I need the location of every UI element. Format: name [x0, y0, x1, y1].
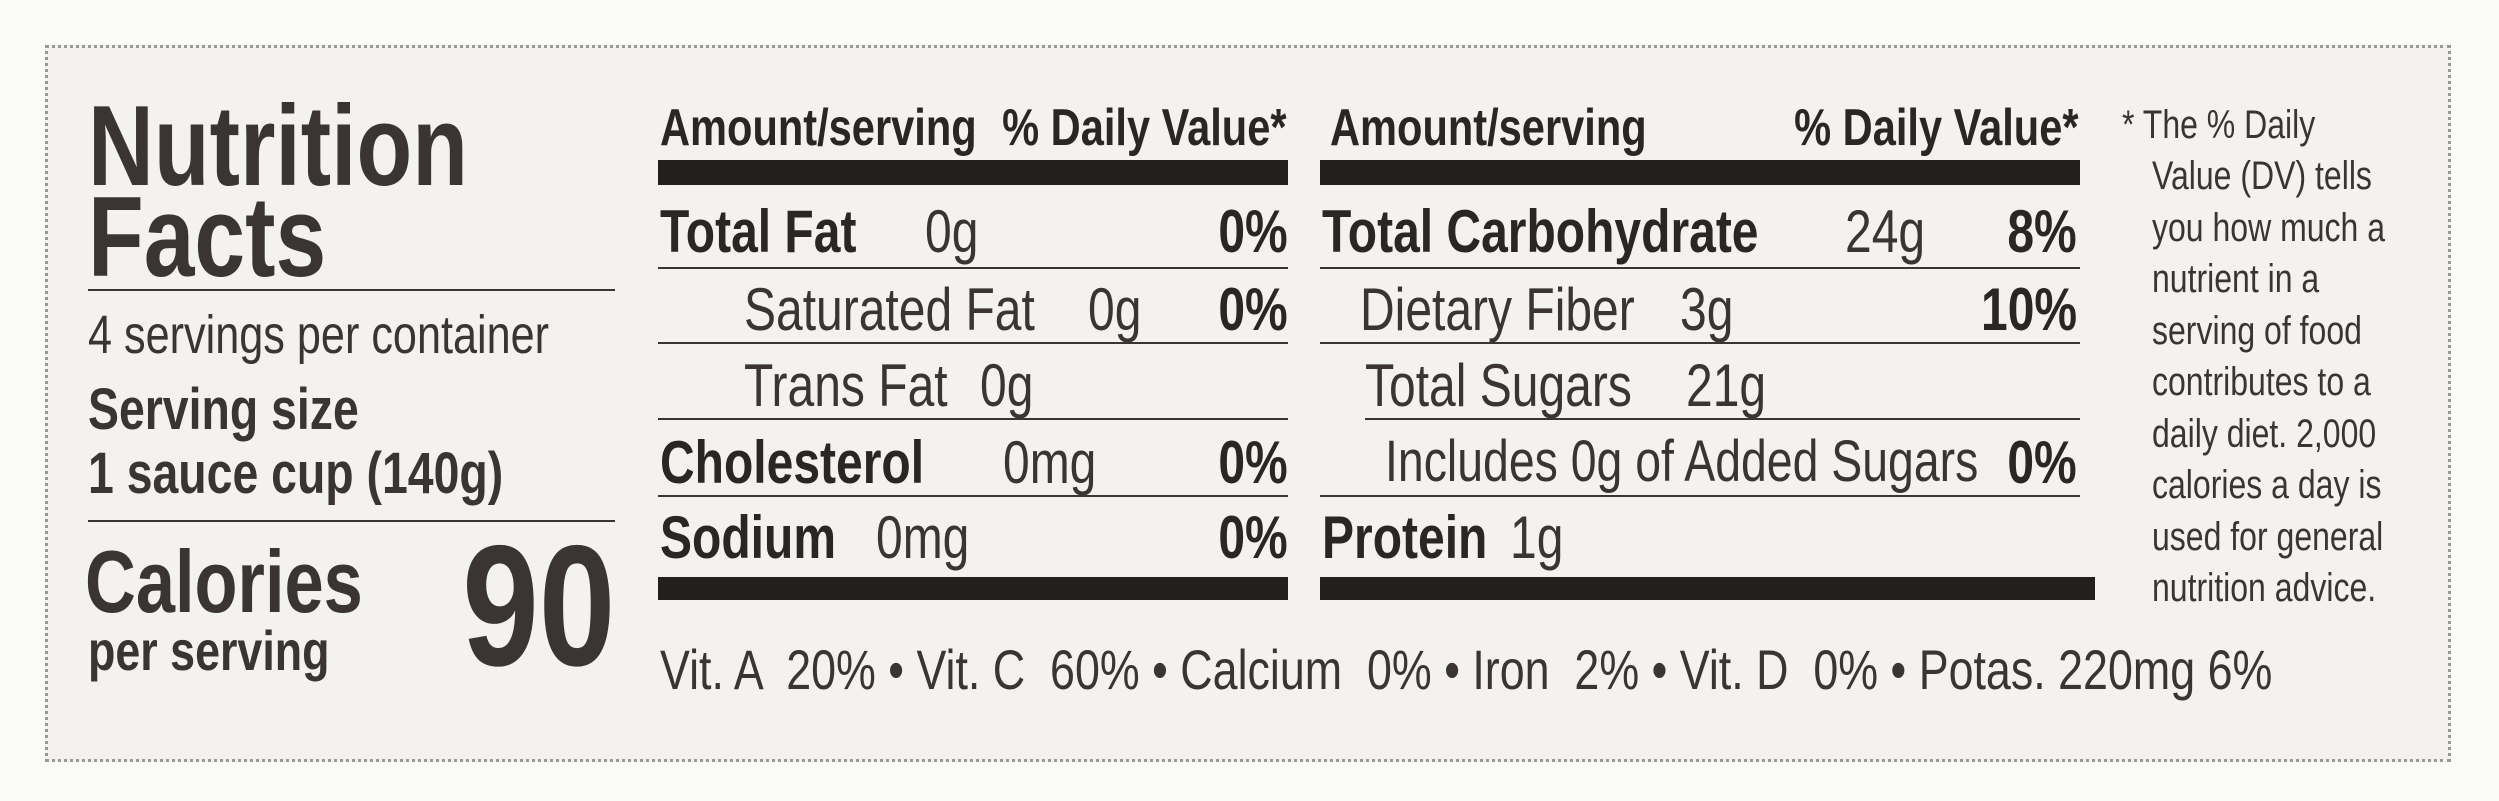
footnote-line: calories a day is	[2152, 463, 2382, 507]
thick-bar	[1320, 577, 2095, 600]
dv-header: % Daily Value*	[1794, 99, 2079, 157]
nutrient-dv: 0%	[1218, 276, 1288, 343]
footnote-line: used for general	[2152, 515, 2384, 559]
row-divider	[1365, 418, 2080, 420]
nutrient-amount: 0mg	[1003, 429, 1097, 496]
nutrient-name: Includes 0g of Added Sugars	[1385, 429, 1979, 494]
footnote-line: Value (DV) tells	[2152, 154, 2372, 198]
nutrient-name: Sodium	[660, 504, 836, 571]
nutrient-amount: 0g	[925, 198, 979, 265]
divider	[88, 520, 615, 522]
row-divider	[1320, 495, 2080, 497]
nutrient-amount: 3g	[1680, 276, 1734, 343]
nutrient-dv: 10%	[1980, 276, 2077, 343]
footnote-line: nutrition advice.	[2152, 566, 2377, 610]
thick-bar	[658, 577, 1288, 600]
nutrient-name: Total Sugars	[1365, 352, 1632, 419]
footnote-line: you how much a	[2152, 206, 2386, 250]
serving-size-value: 1 sauce cup (140g)	[88, 441, 504, 506]
vitamins-minerals-line: Vit. A 20% • Vit. C 60% • Calcium 0% • I…	[660, 638, 2273, 701]
amount-header: Amount/serving	[1330, 99, 1647, 157]
nutrient-amount: 0g	[1088, 276, 1142, 343]
nutrient-amount: 21g	[1686, 352, 1767, 419]
row-divider	[658, 495, 1288, 497]
thick-bar	[658, 160, 1288, 185]
footnote-line: daily diet. 2,000	[2152, 412, 2377, 456]
nutrient-name: Protein	[1322, 504, 1488, 571]
nutrient-amount: 1g	[1510, 504, 1564, 571]
nutrient-name: Total Fat	[660, 198, 857, 265]
nutrient-amount: 0g	[980, 352, 1034, 419]
nutrient-name: Total Carbohydrate	[1322, 198, 1759, 265]
nutrient-name: Cholesterol	[660, 429, 925, 496]
nutrient-dv: 8%	[2007, 198, 2077, 265]
row-divider	[1320, 267, 2080, 269]
nutrient-amount: 0mg	[876, 504, 970, 571]
amount-header: Amount/serving	[660, 99, 977, 157]
row-divider	[1320, 342, 2080, 344]
footnote-line: nutrient in a	[2152, 257, 2320, 301]
footnote-line: contributes to a	[2152, 360, 2371, 404]
divider	[88, 289, 615, 291]
row-divider	[658, 342, 1288, 344]
nutrient-dv: 0%	[1218, 504, 1288, 571]
nutrient-name: Saturated Fat	[744, 276, 1035, 343]
calories-sublabel: per serving	[88, 619, 330, 682]
row-divider	[658, 418, 1288, 420]
serving-size-label: Serving size	[88, 377, 359, 442]
calories-label: Calories	[85, 532, 363, 631]
title-nutrition: Nutrition	[88, 83, 468, 210]
servings-per-container: 4 servings per container	[88, 305, 550, 365]
nutrient-amount: 24g	[1845, 198, 1926, 265]
footnote-line: serving of food	[2152, 309, 2362, 353]
nutrient-dv: 0%	[2007, 429, 2077, 496]
row-divider	[658, 267, 1288, 269]
footnote-line: * The % Daily	[2122, 103, 2316, 147]
calories-value: 90	[461, 510, 615, 702]
thick-bar	[1320, 160, 2080, 185]
nutrient-name: Trans Fat	[744, 352, 948, 419]
nutrient-name: Dietary Fiber	[1360, 276, 1635, 343]
dv-header: % Daily Value*	[1002, 99, 1287, 157]
nutrient-dv: 0%	[1218, 198, 1288, 265]
nutrient-dv: 0%	[1218, 429, 1288, 496]
title-facts: Facts	[88, 174, 327, 301]
